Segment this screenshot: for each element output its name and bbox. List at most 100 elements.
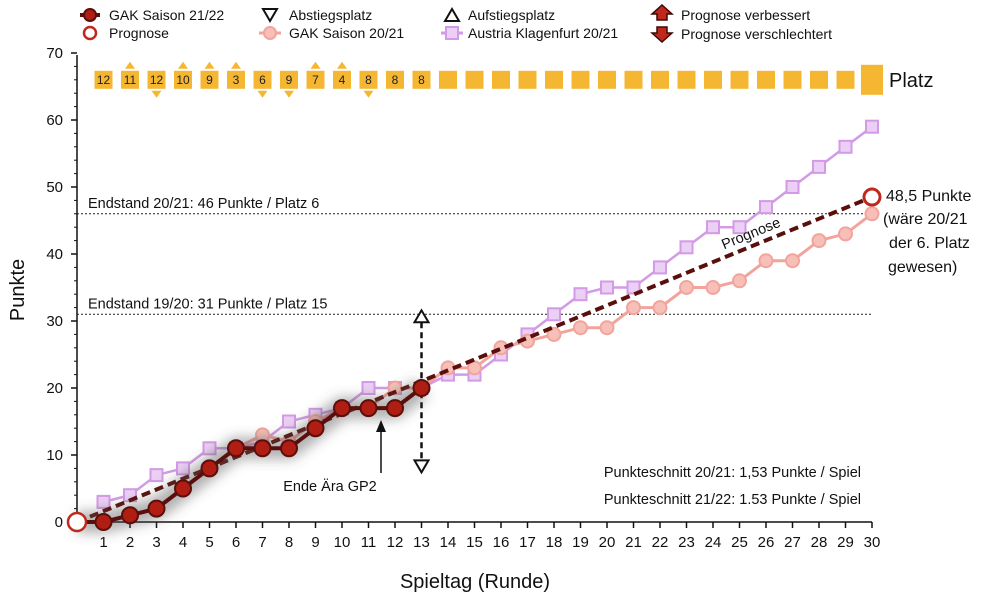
gak-2122-point bbox=[386, 399, 404, 418]
platz-up-arrow bbox=[337, 61, 347, 69]
x-tick-label: 20 bbox=[599, 534, 616, 551]
x-tick-label: 8 bbox=[285, 534, 293, 551]
legend-label-aufstieg: Aufstiegsplatz bbox=[468, 7, 555, 23]
platz-marker bbox=[465, 70, 484, 89]
gak-2122-point bbox=[94, 513, 113, 531]
x-tick-label: 6 bbox=[232, 534, 240, 551]
reference-line-label: Endstand 19/20: 31 Punkte / Platz 15 bbox=[88, 296, 327, 312]
x-tick-label: 13 bbox=[413, 534, 430, 551]
gak-2122-point bbox=[333, 399, 351, 418]
platz-marker bbox=[359, 70, 378, 89]
platz-marker bbox=[677, 70, 696, 89]
prognose-result-line-4: gewesen) bbox=[888, 259, 957, 276]
platz-marker bbox=[624, 70, 643, 89]
platz-marker bbox=[810, 70, 828, 89]
platz-marker bbox=[174, 70, 192, 89]
gak-2122-point bbox=[359, 399, 378, 418]
prognose-result-line-2: (wäre 20/21 bbox=[883, 211, 968, 228]
x-tick-label: 14 bbox=[440, 534, 457, 551]
x-tick-label: 16 bbox=[493, 534, 510, 551]
gak-2021-point bbox=[626, 300, 641, 316]
x-tick-label: 9 bbox=[311, 534, 319, 551]
platz-rank-label: 12 bbox=[150, 73, 164, 87]
platz-marker bbox=[333, 70, 351, 89]
y-tick-label: 30 bbox=[46, 313, 63, 330]
ende-aera-label: Ende Ära GP2 bbox=[283, 478, 377, 495]
schnitt-2122-label: Punkteschnitt 21/22: 1.53 Punkte / Spiel bbox=[604, 492, 861, 508]
platz-up-arrow bbox=[231, 61, 241, 69]
platz-marker bbox=[200, 70, 219, 89]
gak-2021-point bbox=[758, 253, 774, 269]
platz-marker bbox=[704, 70, 722, 89]
legend-label-abstieg: Abstiegsplatz bbox=[289, 7, 372, 23]
legend-label-prognose: Prognose bbox=[109, 25, 169, 41]
x-tick-label: 22 bbox=[652, 534, 669, 551]
klagenfurt-point bbox=[679, 240, 694, 255]
platz-marker bbox=[147, 70, 166, 89]
legend: GAK Saison 21/22 Prognose Abstiegsplatz … bbox=[80, 3, 832, 44]
x-tick-label: 26 bbox=[758, 534, 775, 551]
y-tick-label: 0 bbox=[55, 514, 63, 531]
gak-2021-point bbox=[652, 300, 668, 316]
klagenfurt-point bbox=[282, 414, 296, 429]
y-tick-label: 50 bbox=[46, 179, 63, 196]
gak-2021-point bbox=[864, 206, 880, 222]
platz-rank-label: 10 bbox=[176, 73, 190, 87]
platz-rank-label: 12 bbox=[97, 73, 111, 87]
legend-label-gak-2021: GAK Saison 20/21 bbox=[289, 25, 404, 41]
x-tick-label: 28 bbox=[811, 534, 828, 551]
legend-label-gak-2122: GAK Saison 21/22 bbox=[109, 7, 224, 23]
gak-2122-point bbox=[147, 499, 166, 518]
legend-item-verbessert: Prognose verbessert bbox=[650, 3, 810, 23]
klagenfurt-point bbox=[706, 220, 720, 235]
x-tick-label: 10 bbox=[334, 534, 351, 551]
platz-marker bbox=[730, 70, 749, 89]
gak-2021-point bbox=[838, 226, 853, 242]
platz-up-arrow bbox=[125, 61, 135, 69]
x-tick-label: 23 bbox=[678, 534, 695, 551]
prognose-line-label: Prognose bbox=[719, 215, 783, 253]
x-tick-label: 18 bbox=[546, 534, 563, 551]
gak-2021-point bbox=[573, 320, 588, 336]
x-tick-label: 29 bbox=[837, 534, 854, 551]
reference-lines: Endstand 20/21: 46 Punkte / Platz 6 Endst… bbox=[77, 196, 872, 315]
klagenfurt-point bbox=[96, 494, 111, 509]
legend-item-prognose: Prognose bbox=[82, 25, 169, 41]
platz-marker bbox=[386, 70, 404, 89]
platz-rank-label: 8 bbox=[365, 73, 372, 87]
platz-up-arrow bbox=[310, 61, 321, 69]
gak-2122-point bbox=[200, 459, 219, 478]
gak-2122-point bbox=[306, 419, 325, 438]
x-tick-label: 19 bbox=[572, 534, 589, 551]
platz-rank-label: 9 bbox=[286, 73, 293, 87]
klagenfurt-point bbox=[759, 200, 773, 215]
platz-marker bbox=[439, 70, 457, 89]
x-axis-ticks: 1 2 3 4 5 6 7 8 9 10 11 12 13 14 15 16 17 18 19 20 21 22 23 24 2… bbox=[99, 522, 880, 551]
klagenfurt-point bbox=[202, 441, 217, 456]
platz-marker bbox=[598, 70, 616, 89]
reference-line-label: Endstand 20/21: 46 Punkte / Platz 6 bbox=[88, 196, 319, 212]
klagenfurt-point bbox=[149, 468, 164, 483]
platz-rank-label: 7 bbox=[312, 73, 319, 87]
prognose-result-line-3: der 6. Platz bbox=[889, 235, 970, 252]
platz-down-arrow bbox=[284, 90, 294, 98]
series-gak-2122 bbox=[66, 379, 431, 533]
platz-rank-label: 8 bbox=[392, 73, 399, 87]
platz-marker bbox=[651, 70, 669, 89]
annotations: Ende Ära GP2 Punkteschnitt 20/21: 1,53 P… bbox=[283, 188, 971, 508]
platz-rank-label: 11 bbox=[124, 73, 137, 87]
gak-2021-point bbox=[705, 280, 721, 295]
klagenfurt-point bbox=[600, 280, 614, 295]
y-axis-label: Punkte bbox=[7, 259, 29, 321]
y-tick-label: 60 bbox=[46, 112, 63, 129]
gak-2021-point bbox=[546, 326, 562, 342]
legend-label-verschlechtert: Prognose verschlechtert bbox=[681, 26, 832, 42]
x-tick-label: 15 bbox=[466, 534, 483, 551]
x-tick-label: 11 bbox=[361, 534, 377, 551]
x-tick-label: 17 bbox=[519, 534, 536, 551]
gak-2122-point bbox=[174, 479, 192, 498]
x-axis-label: Spieltag (Runde) bbox=[400, 571, 550, 593]
legend-item-gak-2122: GAK Saison 21/22 bbox=[80, 7, 224, 23]
legend-label-klagenfurt: Austria Klagenfurt 20/21 bbox=[468, 25, 618, 41]
